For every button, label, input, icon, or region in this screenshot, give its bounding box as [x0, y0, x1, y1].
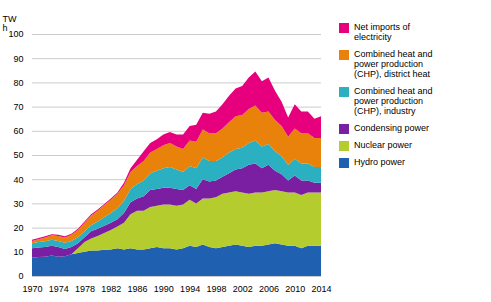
svg-text:1990: 1990 — [154, 284, 174, 294]
svg-text:2010: 2010 — [285, 284, 305, 294]
html-text:Combined heat and power produc: Combined heat and power production (CHP)… — [354, 48, 433, 80]
svg-text:0: 0 — [18, 271, 23, 281]
svg-text:2006: 2006 — [259, 284, 279, 294]
svg-text:100: 100 — [8, 29, 23, 39]
svg-text:2002: 2002 — [233, 284, 253, 294]
svg-text:60: 60 — [13, 126, 23, 136]
svg-text:1986: 1986 — [128, 284, 148, 294]
html-text:Hydro power: Hydro power — [354, 156, 405, 167]
svg-text:70: 70 — [13, 102, 23, 112]
svg-text:80: 80 — [13, 78, 23, 88]
html-text:Combined heat and power produc: Combined heat and power production (CHP)… — [354, 85, 433, 117]
html-text:Nuclear power: Nuclear power — [354, 139, 412, 150]
html-text:Net imports of electricity: Net imports of electricity — [354, 22, 410, 43]
svg-text:90: 90 — [13, 54, 23, 64]
svg-text:20: 20 — [13, 223, 23, 233]
svg-text:30: 30 — [13, 199, 23, 209]
html-text:Condensing power: Condensing power — [354, 122, 430, 133]
svg-text:1998: 1998 — [206, 284, 226, 294]
svg-text:1970: 1970 — [22, 284, 42, 294]
svg-text:1978: 1978 — [75, 284, 95, 294]
svg-text:40: 40 — [13, 175, 23, 185]
svg-text:1974: 1974 — [49, 284, 69, 294]
svg-text:2014: 2014 — [311, 284, 331, 294]
svg-text:1994: 1994 — [180, 284, 200, 294]
svg-text:1982: 1982 — [101, 284, 121, 294]
svg-text:50: 50 — [13, 150, 23, 160]
svg-text:TWh: TWh — [3, 14, 17, 33]
svg-text:10: 10 — [13, 247, 23, 257]
